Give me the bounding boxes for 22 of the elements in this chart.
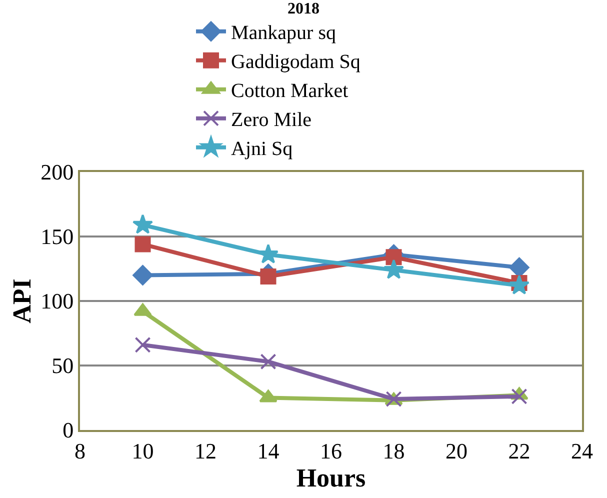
legend-label: Gaddigodam Sq bbox=[231, 51, 360, 74]
chart-title: 2018 bbox=[288, 0, 320, 18]
x-tick-label: 18 bbox=[382, 438, 405, 464]
y-tick-label: 50 bbox=[52, 353, 74, 378]
x-tick-label: 14 bbox=[257, 438, 280, 464]
x-axis-title: Hours bbox=[296, 463, 366, 492]
legend-label: Cotton Market bbox=[231, 80, 349, 102]
x-tick-label: 20 bbox=[446, 438, 468, 464]
y-tick-label: 100 bbox=[40, 288, 74, 314]
y-tick-label: 150 bbox=[40, 224, 74, 250]
x-tick-label: 10 bbox=[132, 438, 154, 464]
y-tick-label: 0 bbox=[62, 418, 74, 443]
x-tick-label: 16 bbox=[320, 438, 342, 464]
legend-label: Ajni Sq bbox=[231, 138, 293, 160]
legend-label: Zero Mile bbox=[231, 109, 312, 132]
y-tick-label: 200 bbox=[40, 160, 74, 185]
x-tick-label: 12 bbox=[194, 438, 216, 464]
x-tick-label: 22 bbox=[508, 438, 530, 464]
x-tick-label: 8 bbox=[74, 438, 86, 464]
legend-label: Mankapur sq bbox=[231, 22, 336, 44]
x-tick-label: 24 bbox=[571, 438, 593, 464]
y-axis-title: API bbox=[8, 278, 36, 324]
